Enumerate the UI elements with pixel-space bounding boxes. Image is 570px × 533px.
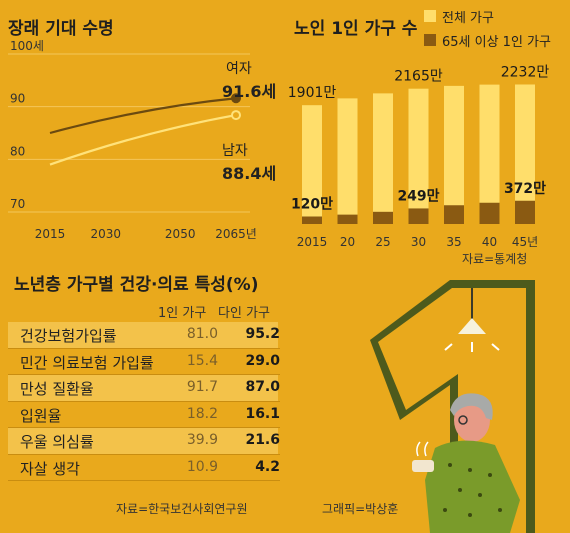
single-household-value: 39.9 bbox=[186, 432, 218, 448]
row-label: 입원율 bbox=[20, 406, 62, 425]
bar-elderly bbox=[373, 211, 393, 224]
bar-elderly bbox=[337, 214, 358, 224]
x-tick-label: 2015 bbox=[35, 227, 66, 241]
bar-elderly bbox=[515, 200, 535, 224]
single-household-value: 10.9 bbox=[186, 458, 218, 475]
x-tick-label: 2030 bbox=[91, 227, 122, 241]
bar-elderly bbox=[479, 202, 500, 224]
health-table-title: 노년층 가구별 건강·의료 특성(%) bbox=[14, 275, 259, 295]
life-expectancy-chart: 100세 90 80 70 2015 2030 2050 2065년 bbox=[8, 40, 257, 241]
multi-household-value: 21.6 bbox=[245, 432, 280, 448]
single-household-value: 15.4 bbox=[186, 352, 218, 369]
bar-total bbox=[373, 93, 393, 224]
female-value: 91.6세 bbox=[222, 82, 277, 101]
single-household-value: 81.0 bbox=[186, 326, 218, 342]
table-row: 만성 질환율 91.7 87.0 bbox=[8, 375, 280, 401]
households-source: 자료=통계청 bbox=[462, 252, 528, 266]
legend-total-label: 전체 가구 bbox=[442, 11, 494, 26]
row-divider bbox=[8, 453, 280, 455]
x-tick-label: 2065년 bbox=[215, 227, 257, 241]
table-row: 민간 의료보험 가입률 15.4 29.0 bbox=[8, 349, 280, 375]
bar-total bbox=[337, 98, 358, 224]
multi-household-value: 4.2 bbox=[255, 458, 280, 475]
y-tick-label: 70 bbox=[10, 197, 25, 211]
series-endpoint bbox=[231, 110, 241, 121]
total-value-label: 2165만 bbox=[394, 69, 443, 85]
x-tick-label: 2015 bbox=[297, 235, 328, 249]
legend-elderly-label: 65세 이상 1인 가구 bbox=[442, 35, 551, 50]
row-label: 민간 의료보험 가입률 bbox=[20, 353, 154, 372]
row-label: 건강보험가입률 bbox=[20, 327, 117, 345]
y-tick-label: 80 bbox=[10, 144, 25, 158]
households-title: 노인 1인 가구 수 bbox=[294, 19, 418, 39]
table-row: 우울 의심률 39.9 21.6 bbox=[8, 428, 280, 454]
bar-total bbox=[444, 85, 464, 224]
row-divider bbox=[8, 400, 280, 402]
x-tick-label: 45년 bbox=[512, 235, 538, 249]
bar-total bbox=[302, 105, 322, 224]
series-endpoint bbox=[231, 93, 241, 104]
multi-household-value: 29.0 bbox=[245, 352, 280, 369]
total-value-label: 1901만 bbox=[288, 85, 336, 101]
row-label: 자살 생각 bbox=[20, 459, 80, 478]
bar-total bbox=[408, 88, 429, 224]
x-tick-label: 25 bbox=[375, 235, 390, 249]
x-tick-label: 2050 bbox=[165, 227, 196, 241]
male-label: 남자 bbox=[222, 143, 248, 159]
multi-household-value: 87.0 bbox=[245, 379, 280, 395]
col1-header: 1인 가구 bbox=[158, 306, 207, 321]
bar-elderly bbox=[302, 216, 322, 224]
table-row: 건강보험가입률 81.0 95.2 bbox=[8, 322, 280, 348]
cup-icon bbox=[412, 460, 434, 472]
elderly-man-illustration bbox=[370, 280, 535, 533]
female-label: 여자 bbox=[226, 61, 252, 77]
y-tick-label: 100세 bbox=[10, 40, 44, 53]
elderly-value-label: 120만 bbox=[291, 197, 333, 213]
elderly-value-label: 249만 bbox=[397, 188, 439, 204]
bar-total bbox=[479, 84, 500, 224]
credit: 그래픽=박상훈 bbox=[322, 502, 399, 516]
bar-elderly bbox=[408, 208, 429, 224]
health-table-source: 자료=한국보건사회연구원 bbox=[116, 502, 248, 516]
series-line-female bbox=[49, 97, 237, 135]
legend-total-swatch bbox=[424, 10, 436, 22]
multi-household-value: 16.1 bbox=[245, 405, 280, 422]
male-value: 88.4세 bbox=[222, 164, 277, 183]
row-label: 우울 의심률 bbox=[20, 433, 94, 451]
x-tick-label: 20 bbox=[340, 235, 355, 249]
hair bbox=[450, 393, 493, 420]
row-label: 만성 질환율 bbox=[20, 380, 94, 398]
col2-header: 다인 가구 bbox=[218, 306, 270, 321]
table-row: 자살 생각 10.9 4.2 bbox=[8, 455, 280, 481]
bar-elderly bbox=[444, 205, 464, 224]
single-household-value: 18.2 bbox=[186, 405, 218, 422]
households-chart: 2015 20 25 30 35 40 45년 1901만 120만 2165만 249만 2232… bbox=[288, 65, 550, 250]
single-household-value: 91.7 bbox=[186, 379, 218, 395]
row-divider bbox=[8, 480, 280, 481]
x-tick-label: 30 bbox=[411, 235, 426, 249]
x-tick-label: 40 bbox=[482, 235, 497, 249]
multi-household-value: 95.2 bbox=[245, 326, 280, 342]
lamp-shade bbox=[458, 318, 486, 334]
y-tick-label: 90 bbox=[10, 92, 25, 106]
table-row: 입원율 18.2 16.1 bbox=[8, 402, 280, 428]
elderly-value-label: 372만 bbox=[504, 181, 546, 197]
legend-elderly-swatch bbox=[424, 34, 436, 46]
x-tick-label: 35 bbox=[446, 235, 461, 249]
total-value-label: 2232만 bbox=[501, 65, 550, 81]
row-divider bbox=[8, 427, 280, 428]
series-line-male bbox=[49, 114, 237, 166]
life-expectancy-title: 장래 기대 수명 bbox=[8, 19, 114, 39]
row-divider bbox=[8, 347, 280, 349]
row-divider bbox=[8, 374, 280, 375]
bar-total bbox=[515, 84, 535, 224]
